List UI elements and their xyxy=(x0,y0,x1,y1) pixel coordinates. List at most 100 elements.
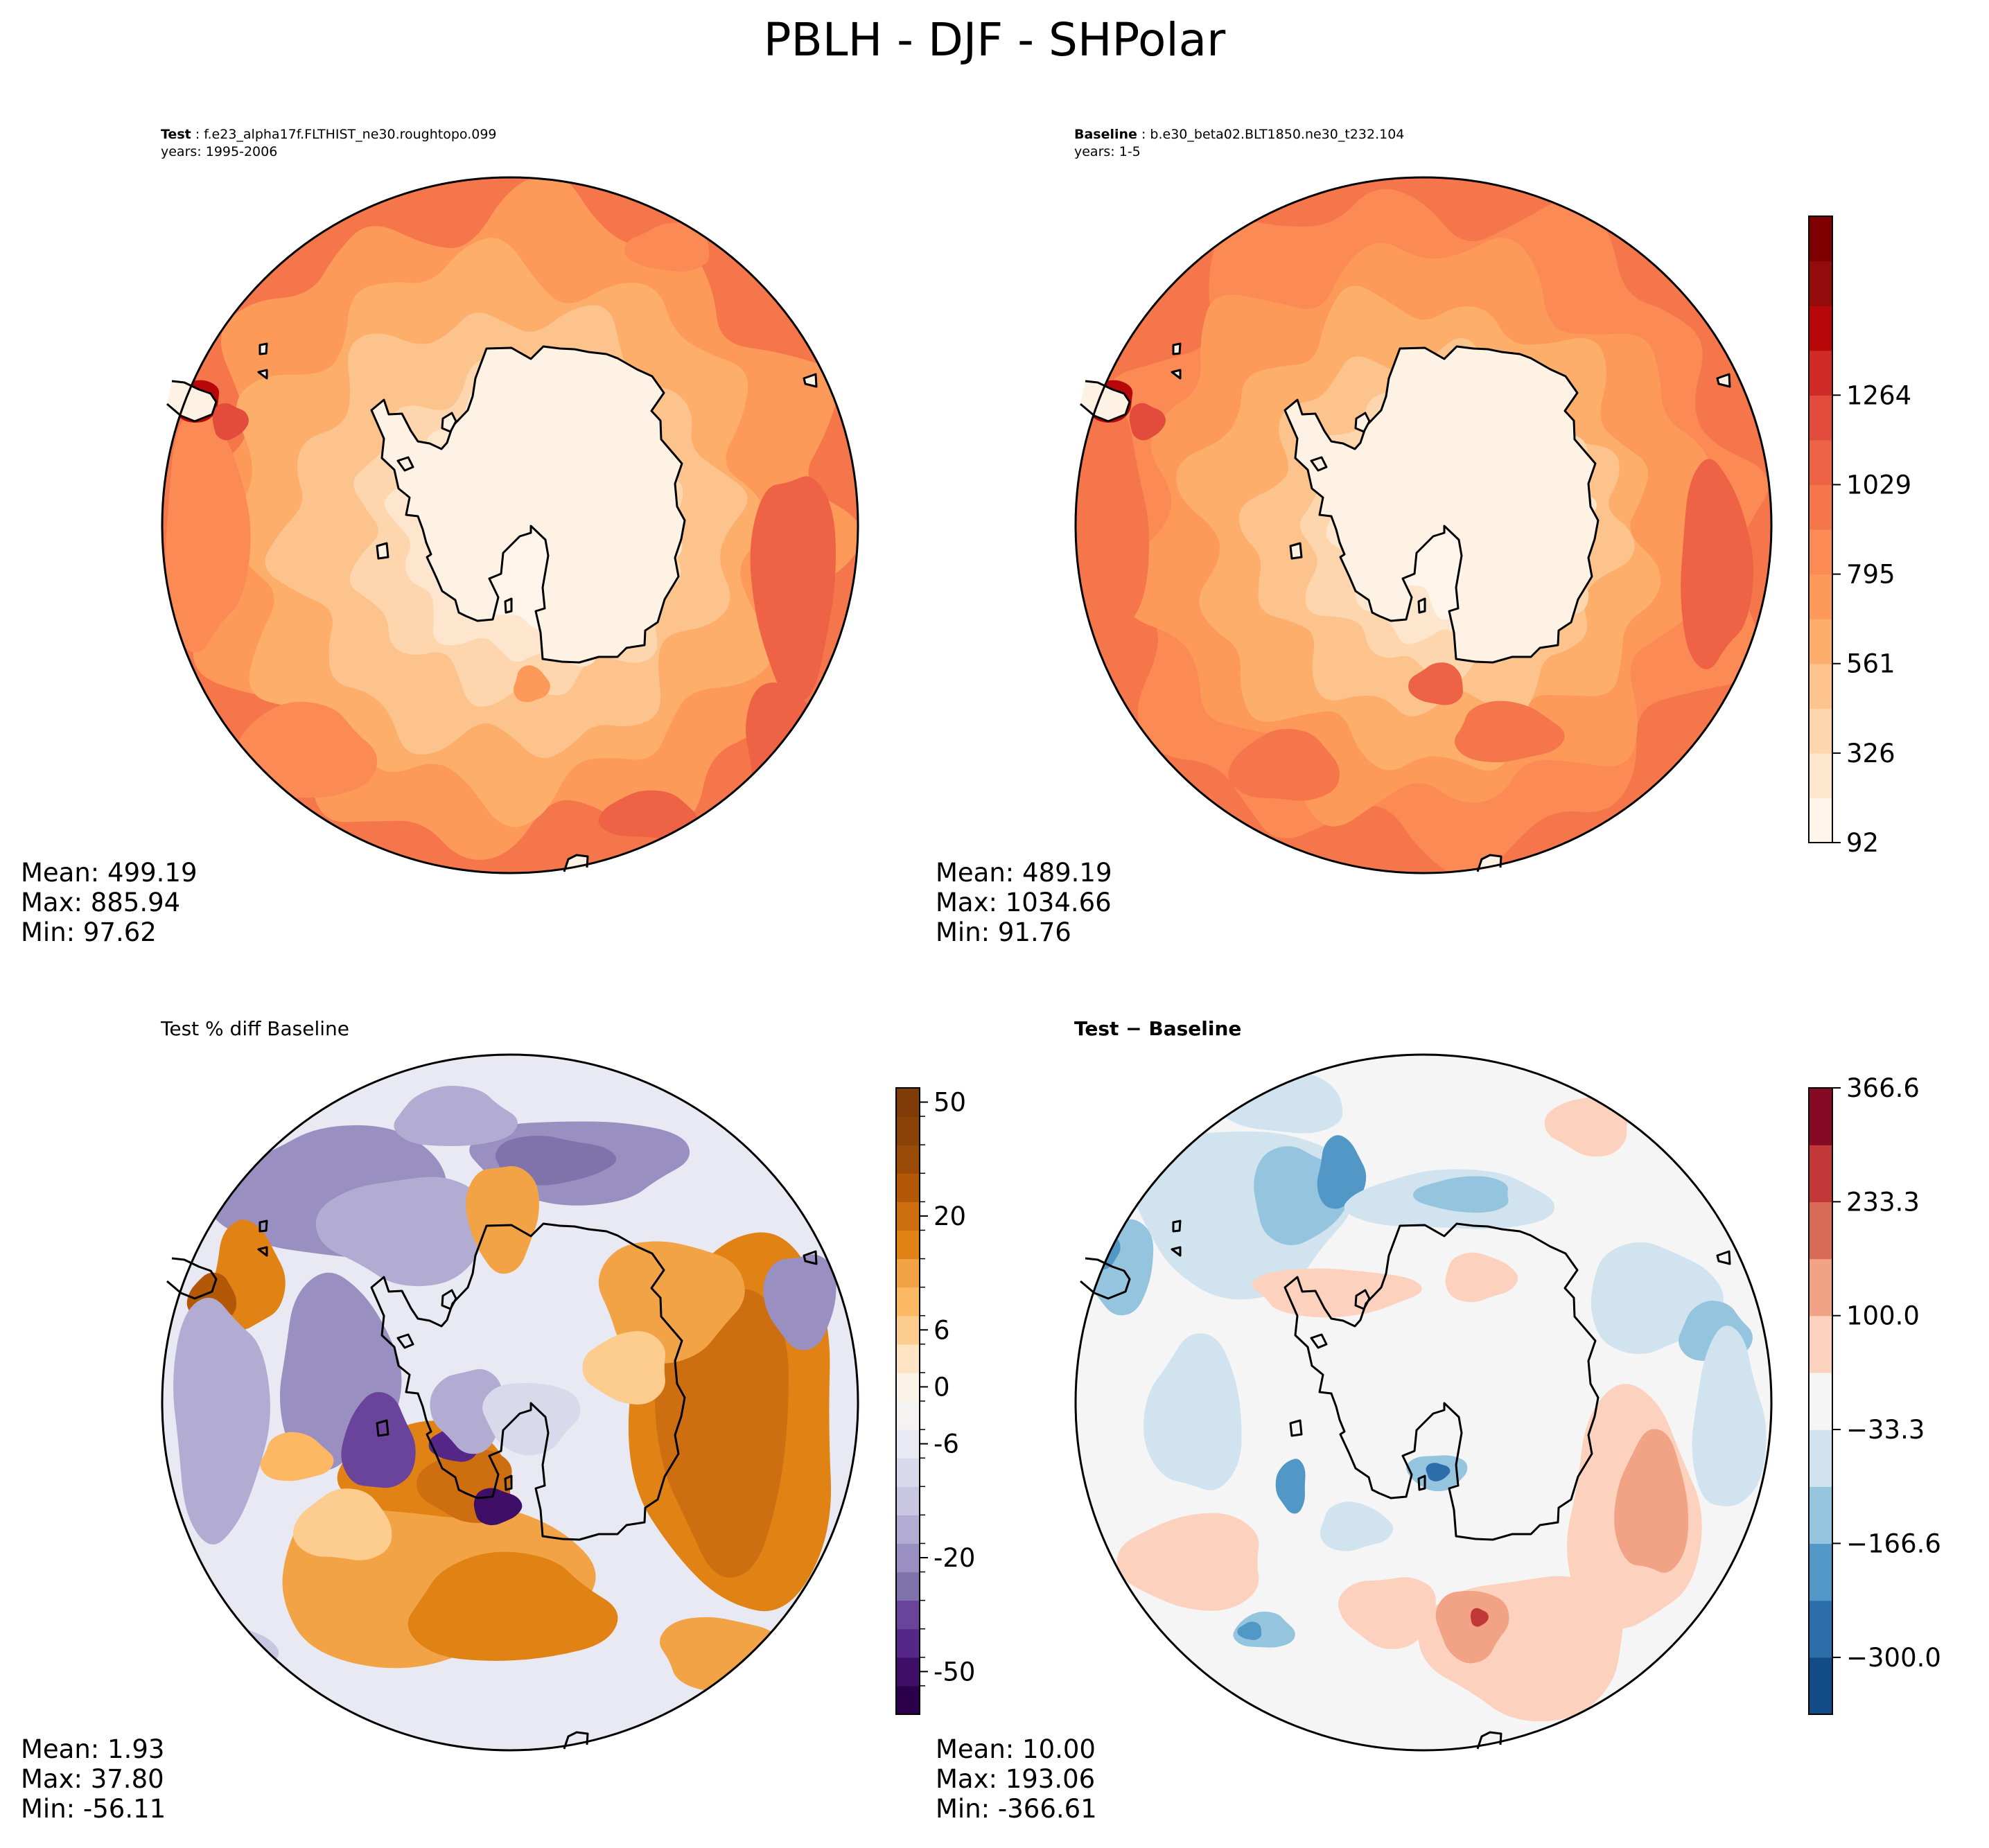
colorbar-tick-label: 20 xyxy=(934,1202,966,1231)
test-min: Min: 97.62 xyxy=(21,917,157,947)
colorbar-bin xyxy=(896,1230,920,1260)
colorbar-bin xyxy=(896,1458,920,1487)
colorbar-bin xyxy=(1809,306,1832,351)
colorbar-tick-label: 1029 xyxy=(1846,470,1911,500)
field-anomaly xyxy=(173,1297,270,1545)
field-anomaly xyxy=(1681,459,1754,669)
colorbar-tick-label: 1264 xyxy=(1846,380,1911,410)
colorbar-tick-label: −166.6 xyxy=(1846,1529,1941,1558)
colorbar-tick-label: 561 xyxy=(1846,649,1895,679)
abs-diff-min: Min: -366.61 xyxy=(936,1794,1097,1824)
field-anomaly xyxy=(260,1432,334,1481)
abs-diff-panel-title: Test − Baseline xyxy=(1074,1017,1241,1040)
colorbar-bin xyxy=(896,1116,920,1145)
field-anomaly xyxy=(1692,1326,1767,1506)
field-anomaly xyxy=(1317,1135,1367,1209)
colorbar-bin xyxy=(1809,484,1832,530)
baseline-max: Max: 1034.66 xyxy=(936,888,1112,917)
colorbar-tick-label: 100.0 xyxy=(1846,1301,1920,1331)
field-anomaly xyxy=(292,1488,392,1560)
colorbar-bin xyxy=(896,1287,920,1317)
field-anomaly xyxy=(1275,1459,1306,1514)
field-anomaly xyxy=(1426,1463,1451,1481)
field-anomaly xyxy=(1320,1502,1394,1551)
field-anomaly xyxy=(315,1177,484,1287)
colorbar-bin xyxy=(896,1572,920,1601)
test-max: Max: 885.94 xyxy=(21,888,180,917)
pct-diff-map-boundary xyxy=(161,1053,859,1752)
colorbar-bin xyxy=(1809,439,1832,486)
colorbar-bin xyxy=(896,1543,920,1573)
abs-diff-map xyxy=(1076,1055,1771,1750)
baseline-map-boundary xyxy=(1074,176,1773,874)
colorbar-tick-label: −300.0 xyxy=(1846,1643,1941,1673)
figure-title: PBLH - DJF - SHPolar xyxy=(764,13,1226,67)
pct-diff-min: Min: -56.11 xyxy=(21,1794,166,1824)
field-anomaly xyxy=(513,665,550,703)
field-anomaly xyxy=(1454,701,1565,763)
colorbar-bin xyxy=(896,1600,920,1630)
field-anomaly xyxy=(1338,1577,1436,1649)
field-anomaly xyxy=(212,403,249,441)
colorbar-bin xyxy=(1809,1202,1832,1260)
colorbar-bin xyxy=(1809,1372,1832,1430)
field-anomaly xyxy=(1408,662,1463,705)
colorbar-bin xyxy=(896,1145,920,1174)
colorbar-bin xyxy=(1809,1315,1832,1373)
field-anomaly xyxy=(1144,1333,1242,1490)
colorbar-tick-label: 366.6 xyxy=(1846,1073,1920,1103)
colorbar-bin xyxy=(1809,753,1832,799)
field-anomaly xyxy=(763,1254,836,1350)
abs-diff-max: Max: 193.06 xyxy=(936,1764,1095,1794)
field-anomaly xyxy=(582,1331,665,1405)
field-anomaly xyxy=(166,405,251,653)
field-anomaly xyxy=(1445,1252,1518,1303)
baseline-panel-years: years: 1-5 xyxy=(1074,144,1141,159)
field-anomaly xyxy=(1614,1429,1689,1573)
field-anomaly xyxy=(1544,1095,1629,1157)
colorbar-bin xyxy=(896,1657,920,1687)
shared-colorbar: 92 326 561 795 1029 1264 xyxy=(1808,215,1911,858)
pct-diff-panel-title: Test % diff Baseline xyxy=(160,1017,349,1040)
colorbar-bin xyxy=(1809,216,1832,262)
colorbar-bin xyxy=(1809,798,1832,843)
colorbar-tick-label: 795 xyxy=(1846,560,1895,590)
colorbar-bin xyxy=(1809,663,1832,709)
field-anomaly xyxy=(1129,403,1166,441)
colorbar-bin xyxy=(1809,708,1832,754)
colorbar-bin xyxy=(1809,619,1832,665)
field-anomaly xyxy=(430,1369,502,1454)
field-anomaly xyxy=(750,476,836,704)
field-anomaly xyxy=(598,790,698,838)
abs-diff-mean: Mean: 10.00 xyxy=(936,1734,1096,1764)
colorbar-tick-label: −33.3 xyxy=(1846,1415,1925,1445)
baseline-mean: Mean: 489.19 xyxy=(936,858,1112,888)
colorbar-bin xyxy=(1809,1088,1832,1145)
colorbar-bin xyxy=(896,1202,920,1231)
colorbar-bin xyxy=(896,1486,920,1515)
field-anomaly xyxy=(1237,1621,1262,1640)
colorbar-bin xyxy=(896,1685,920,1715)
colorbar-bin xyxy=(896,1515,920,1545)
colorbar-tick-label: -50 xyxy=(934,1657,975,1687)
colorbar-tick-label: 92 xyxy=(1846,828,1879,858)
field-anomaly xyxy=(341,1391,416,1488)
pct-diff-colorbar: -50 -20 -6 0 6 20 50 xyxy=(895,1087,975,1715)
colorbar-bin xyxy=(896,1401,920,1430)
pct-diff-mean: Mean: 1.93 xyxy=(21,1734,164,1764)
colorbar-tick-label: 6 xyxy=(934,1315,950,1345)
field-anomaly xyxy=(655,1289,789,1578)
field-anomaly xyxy=(624,222,710,272)
field-anomaly xyxy=(408,1551,618,1661)
colorbar-tick-label: -20 xyxy=(934,1543,975,1573)
colorbar-bin xyxy=(1809,1486,1832,1545)
field-anomaly xyxy=(1228,728,1340,801)
colorbar-bin xyxy=(896,1429,920,1459)
baseline-min: Min: 91.76 xyxy=(936,917,1071,947)
pct-diff-max: Max: 37.80 xyxy=(21,1764,164,1794)
pct-diff-map xyxy=(162,1055,858,1750)
baseline-panel-title: Baseline : b.e30_beta02.BLT1850.ne30_t23… xyxy=(1074,127,1404,142)
colorbar-bin xyxy=(1809,261,1832,306)
colorbar-bin xyxy=(896,1372,920,1402)
